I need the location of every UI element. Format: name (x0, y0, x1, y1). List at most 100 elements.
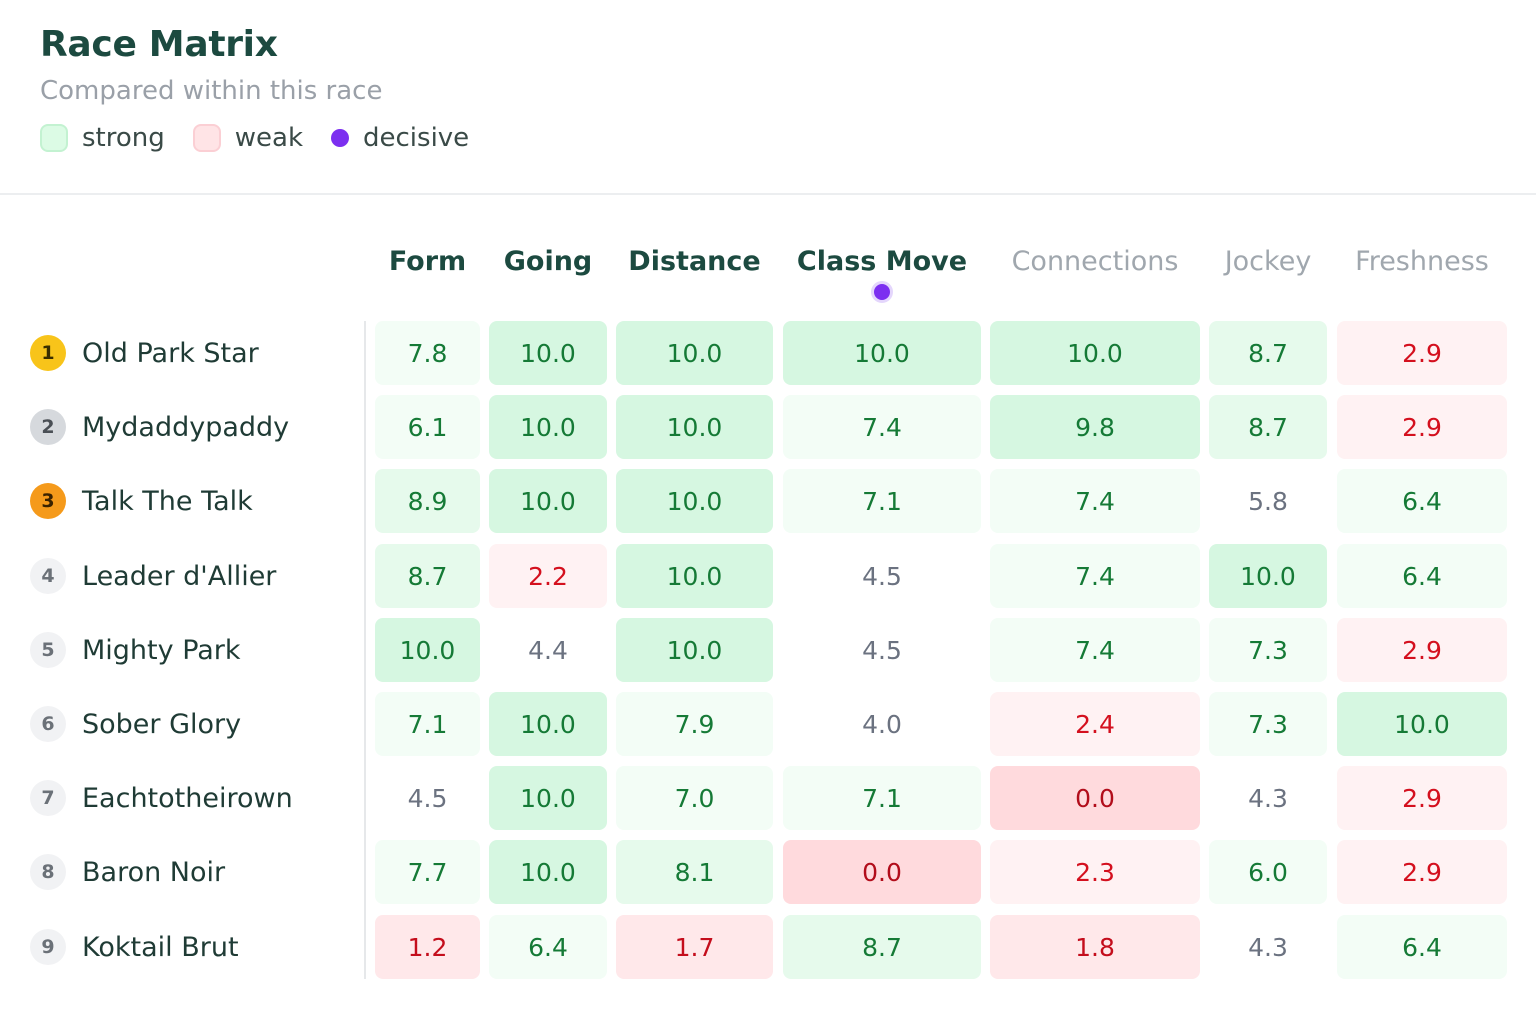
horse-name: Mighty Park (82, 634, 241, 666)
column-header-connections[interactable]: Connections (1011, 246, 1179, 277)
score-cell-going[interactable]: 10.0 (489, 321, 607, 385)
horse-row-label[interactable]: 8 Baron Noir (30, 840, 225, 904)
score-cell-jockey[interactable]: 10.0 (1209, 544, 1327, 608)
strong-swatch-icon (40, 124, 68, 152)
score-cell-form[interactable]: 8.7 (375, 544, 480, 608)
column-header-distance[interactable]: Distance (628, 246, 761, 277)
score-cell-class-move[interactable]: 7.4 (783, 395, 981, 459)
column-header-going[interactable]: Going (503, 246, 593, 277)
rank-badge: 4 (30, 558, 66, 594)
horse-row-label[interactable]: 3 Talk The Talk (30, 469, 253, 533)
score-cell-freshness[interactable]: 2.9 (1337, 766, 1507, 830)
score-cell-distance[interactable]: 1.7 (616, 915, 773, 979)
score-cell-distance[interactable]: 10.0 (616, 469, 773, 533)
horse-row-label[interactable]: 9 Koktail Brut (30, 915, 239, 979)
legend-item-decisive: decisive (331, 123, 469, 153)
score-cell-class-move[interactable]: 8.7 (783, 915, 981, 979)
horse-row-label[interactable]: 4 Leader d'Allier (30, 544, 276, 608)
legend-item-strong: strong (40, 123, 165, 153)
score-cell-class-move[interactable]: 4.0 (862, 709, 902, 739)
score-cell-connections[interactable]: 7.4 (990, 469, 1200, 533)
score-cell-form[interactable]: 7.7 (375, 840, 480, 904)
score-cell-distance[interactable]: 7.9 (616, 692, 773, 756)
score-cell-connections[interactable]: 7.4 (990, 618, 1200, 682)
score-cell-going[interactable]: 4.4 (528, 635, 568, 665)
rank-badge: 9 (30, 929, 66, 965)
score-cell-freshness[interactable]: 2.9 (1337, 618, 1507, 682)
score-cell-freshness[interactable]: 2.9 (1337, 840, 1507, 904)
score-cell-going[interactable]: 2.2 (489, 544, 607, 608)
score-cell-jockey[interactable]: 4.3 (1248, 783, 1288, 813)
score-cell-class-move[interactable]: 7.1 (783, 766, 981, 830)
column-header-jockey[interactable]: Jockey (1224, 246, 1312, 277)
horse-name: Baron Noir (82, 856, 226, 888)
legend: strong weak decisive (40, 122, 497, 154)
score-cell-jockey[interactable]: 7.3 (1209, 692, 1327, 756)
score-cell-going[interactable]: 10.0 (489, 469, 607, 533)
horse-name: Eachtotheirown (82, 782, 293, 814)
score-cell-connections[interactable]: 7.4 (990, 544, 1200, 608)
score-cell-freshness[interactable]: 2.9 (1337, 321, 1507, 385)
score-cell-connections[interactable]: 10.0 (990, 321, 1200, 385)
score-cell-distance[interactable]: 10.0 (616, 321, 773, 385)
score-cell-connections[interactable]: 2.3 (990, 840, 1200, 904)
score-cell-distance[interactable]: 7.0 (616, 766, 773, 830)
score-cell-class-move[interactable]: 10.0 (783, 321, 981, 385)
column-header-class-move[interactable]: Class Move (796, 246, 968, 277)
score-cell-jockey[interactable]: 8.7 (1209, 395, 1327, 459)
score-cell-form[interactable]: 7.1 (375, 692, 480, 756)
rank-badge: 5 (30, 632, 66, 668)
score-cell-going[interactable]: 10.0 (489, 840, 607, 904)
horse-row-label[interactable]: 1 Old Park Star (30, 321, 259, 385)
rank-badge: 8 (30, 854, 66, 890)
score-cell-class-move[interactable]: 0.0 (783, 840, 981, 904)
score-cell-class-move[interactable]: 4.5 (862, 561, 902, 591)
score-cell-distance[interactable]: 10.0 (616, 618, 773, 682)
horse-name: Leader d'Allier (82, 560, 277, 592)
horse-name: Old Park Star (82, 337, 259, 369)
rank-badge: 1 (30, 335, 66, 371)
horse-row-label[interactable]: 6 Sober Glory (30, 692, 241, 756)
score-cell-form[interactable]: 1.2 (375, 915, 480, 979)
score-cell-form[interactable]: 4.5 (407, 783, 448, 813)
score-cell-going[interactable]: 10.0 (489, 766, 607, 830)
score-cell-jockey[interactable]: 7.3 (1209, 618, 1327, 682)
score-cell-connections[interactable]: 1.8 (990, 915, 1200, 979)
horse-row-label[interactable]: 2 Mydaddypaddy (30, 395, 289, 459)
score-cell-jockey[interactable]: 5.8 (1248, 486, 1288, 516)
score-cell-going[interactable]: 10.0 (489, 395, 607, 459)
score-cell-form[interactable]: 8.9 (375, 469, 480, 533)
name-column-divider (364, 321, 366, 979)
score-cell-going[interactable]: 10.0 (489, 692, 607, 756)
score-cell-form[interactable]: 7.8 (375, 321, 480, 385)
score-cell-jockey[interactable]: 6.0 (1209, 840, 1327, 904)
legend-label-strong: strong (82, 123, 165, 153)
score-cell-connections[interactable]: 0.0 (990, 766, 1200, 830)
score-cell-freshness[interactable]: 2.9 (1337, 395, 1507, 459)
legend-label-weak: weak (234, 123, 303, 153)
score-cell-freshness[interactable]: 6.4 (1337, 544, 1507, 608)
score-cell-connections[interactable]: 2.4 (990, 692, 1200, 756)
column-header-form[interactable]: Form (388, 246, 467, 277)
score-cell-freshness[interactable]: 10.0 (1337, 692, 1507, 756)
score-cell-freshness[interactable]: 6.4 (1337, 915, 1507, 979)
score-cell-jockey[interactable]: 4.3 (1248, 932, 1288, 962)
score-cell-freshness[interactable]: 6.4 (1337, 469, 1507, 533)
score-cell-form[interactable]: 6.1 (375, 395, 480, 459)
score-cell-connections[interactable]: 9.8 (990, 395, 1200, 459)
score-cell-going[interactable]: 6.4 (489, 915, 607, 979)
score-cell-form[interactable]: 10.0 (375, 618, 480, 682)
score-cell-distance[interactable]: 10.0 (616, 544, 773, 608)
score-cell-jockey[interactable]: 8.7 (1209, 321, 1327, 385)
column-header-freshness[interactable]: Freshness (1355, 246, 1489, 277)
horse-name: Talk The Talk (82, 485, 253, 517)
horse-name: Koktail Brut (82, 931, 239, 963)
score-cell-class-move[interactable]: 7.1 (783, 469, 981, 533)
horse-row-label[interactable]: 7 Eachtotheirown (30, 766, 293, 830)
score-cell-class-move[interactable]: 4.5 (862, 635, 902, 665)
legend-label-decisive: decisive (363, 123, 470, 153)
score-cell-distance[interactable]: 10.0 (616, 395, 773, 459)
horse-row-label[interactable]: 5 Mighty Park (30, 618, 241, 682)
page-title: Race Matrix (40, 24, 278, 65)
score-cell-distance[interactable]: 8.1 (616, 840, 773, 904)
